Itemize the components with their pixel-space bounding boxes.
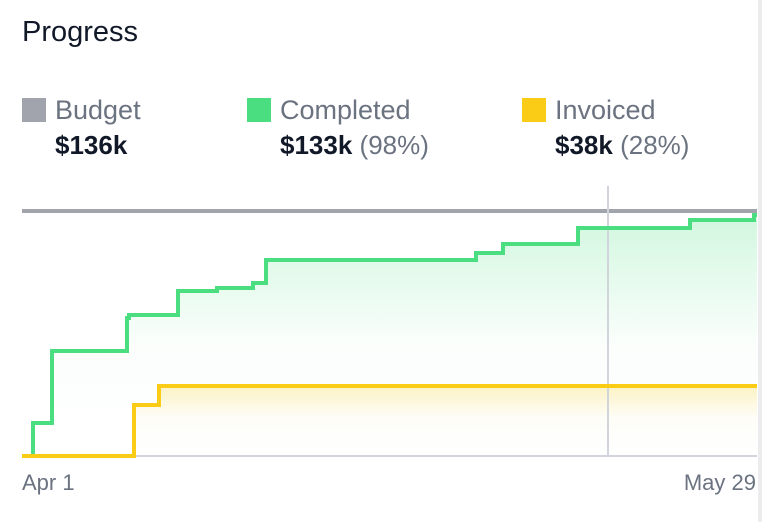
card-title: Progress — [22, 16, 139, 48]
legend-completed-pct: (98%) — [359, 130, 429, 160]
legend-invoiced-value: $38k (28%) — [555, 130, 690, 160]
legend-completed-value: $133k (98%) — [280, 130, 429, 160]
invoiced-area — [134, 386, 757, 456]
invoiced-swatch-icon — [522, 98, 546, 122]
legend-completed-label: Completed — [280, 94, 411, 125]
completed-swatch-icon — [247, 98, 271, 122]
card-right-border — [758, 0, 762, 522]
legend-budget: Budget $136k — [22, 94, 141, 161]
x-axis-start-label: Apr 1 — [22, 470, 75, 495]
invoiced-line — [22, 384, 757, 458]
legend-invoiced-pct: (28%) — [620, 130, 690, 160]
legend-invoiced-label: Invoiced — [555, 94, 656, 125]
budget-swatch-icon — [22, 98, 46, 122]
legend-completed: Completed $133k (98%) — [247, 94, 429, 161]
x-axis-end-label: May 29 — [683, 470, 756, 495]
legend-budget-label: Budget — [55, 94, 141, 125]
legend-invoiced: Invoiced $38k (28%) — [522, 94, 689, 161]
legend-budget-value: $136k — [55, 130, 128, 160]
completed-line — [31, 213, 757, 456]
